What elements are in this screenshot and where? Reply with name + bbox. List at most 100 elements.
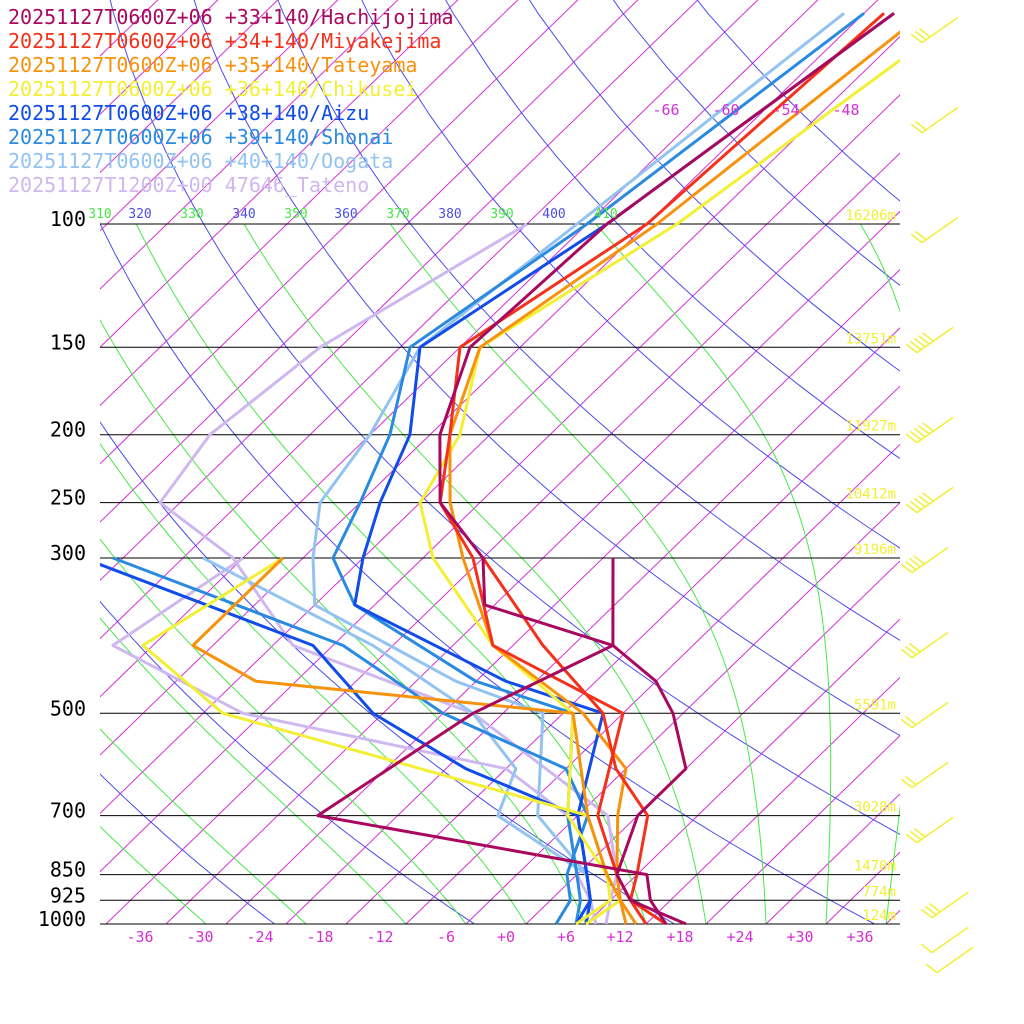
wind-barb-flag bbox=[910, 33, 923, 44]
pressure-tick-label: 850 bbox=[50, 858, 86, 882]
wind-barb-shaft bbox=[921, 216, 959, 244]
legend-entry: 20251127T1200Z+00 47646_Tateno bbox=[8, 173, 369, 197]
wind-barb-flag bbox=[904, 715, 917, 726]
wind-barb bbox=[900, 631, 949, 659]
theta-label: 350 bbox=[284, 207, 307, 222]
dewpoint-profile-line bbox=[100, 562, 592, 925]
wind-barb bbox=[910, 16, 959, 44]
theta-label: 310 bbox=[88, 207, 111, 222]
wind-barb-flag bbox=[924, 905, 937, 916]
wind-barb bbox=[905, 816, 954, 844]
theta-label: 360 bbox=[334, 207, 357, 222]
dewpoint-profile-line bbox=[316, 557, 668, 925]
wind-barb bbox=[910, 216, 959, 244]
pressure-tick-label: 200 bbox=[50, 418, 86, 442]
wind-barbs bbox=[900, 16, 974, 974]
sounding-profiles bbox=[100, 12, 900, 925]
wind-barb-flag bbox=[909, 340, 922, 351]
height-label: 1470m bbox=[854, 859, 896, 875]
height-label: 13751m bbox=[845, 331, 896, 347]
isotherm-line bbox=[645, 676, 900, 925]
upper-temperature-label: -48 bbox=[832, 101, 859, 119]
legend-entry: 20251127T0600Z+06 +39+140/Shonai bbox=[8, 125, 393, 149]
wind-barb bbox=[920, 926, 969, 954]
isotherm-line bbox=[100, 0, 339, 232]
isotherm-line bbox=[765, 793, 900, 925]
wind-barb-flag bbox=[925, 963, 938, 974]
wind-barb-shaft bbox=[931, 891, 969, 919]
pressure-tick-label: 700 bbox=[50, 799, 86, 823]
isotherm-line bbox=[885, 909, 900, 925]
wind-barb-flag bbox=[905, 343, 918, 354]
dry-adiabat-line bbox=[100, 773, 275, 925]
temperature-profile-line bbox=[418, 58, 900, 925]
theta-label: 330 bbox=[180, 207, 203, 222]
moist-adiabat-line bbox=[595, 223, 832, 925]
wind-barb-shaft bbox=[916, 486, 954, 514]
dewpoint-profile-line bbox=[191, 556, 628, 925]
axis-labels: 100 16206m 150 13751m 200 11927m 250 10412m 300 9… bbox=[38, 101, 896, 946]
temperature-tick-label: +24 bbox=[726, 928, 753, 946]
legend-entry: 20251127T0600Z+06 +40+140/Oogata bbox=[8, 149, 393, 173]
height-label: 5591m bbox=[854, 697, 896, 713]
moist-adiabat-grid bbox=[100, 223, 900, 925]
isotherm-line bbox=[100, 0, 459, 348]
wind-barb-shaft bbox=[911, 761, 949, 789]
wind-barb-shaft bbox=[916, 326, 954, 354]
isotherm-line bbox=[100, 0, 519, 407]
wind-barb-flag bbox=[904, 645, 917, 656]
pressure-tick-label: 1000 bbox=[38, 907, 86, 931]
wind-barb-shaft bbox=[911, 701, 949, 729]
wind-barb-flag bbox=[913, 427, 926, 438]
wind-barb bbox=[905, 416, 954, 444]
wind-barb-flag bbox=[918, 495, 930, 505]
temperature-profile-line bbox=[158, 222, 619, 925]
theta-label: 340 bbox=[232, 207, 255, 222]
pressure-tick-label: 100 bbox=[50, 207, 86, 231]
theta-label: 380 bbox=[438, 207, 461, 222]
temperature-tick-label: -12 bbox=[366, 928, 393, 946]
moist-adiabat-line bbox=[100, 825, 207, 925]
temperature-tick-label: -18 bbox=[306, 928, 333, 946]
wind-barb-flag bbox=[904, 560, 917, 571]
wind-barb-flag bbox=[909, 500, 922, 511]
isotherm-line bbox=[705, 734, 900, 925]
wind-barb-flag bbox=[909, 830, 922, 841]
height-label: 11927m bbox=[845, 419, 896, 435]
wind-barb-shaft bbox=[911, 546, 949, 574]
dewpoint-profile-line bbox=[111, 556, 598, 925]
wind-barb-flag bbox=[920, 908, 933, 919]
wind-barb-flag bbox=[914, 30, 927, 41]
wind-barb bbox=[905, 486, 954, 514]
wind-barb-flag bbox=[905, 833, 918, 844]
upper-temperature-label: -54 bbox=[772, 101, 799, 119]
wind-barb-flag bbox=[914, 230, 927, 241]
height-label: 3028m bbox=[854, 800, 896, 816]
legend: 20251127T0600Z+06 +33+140/Hachijojima 202… bbox=[8, 5, 454, 197]
wind-barb bbox=[910, 106, 959, 134]
pressure-tick-label: 250 bbox=[50, 486, 86, 510]
wind-barb-shaft bbox=[931, 926, 969, 954]
wind-barb-shaft bbox=[936, 946, 974, 974]
wind-barb-flag bbox=[900, 718, 913, 729]
wind-barb bbox=[920, 891, 969, 919]
wind-barb-flag bbox=[908, 557, 921, 568]
wind-barb-flag bbox=[904, 775, 917, 786]
temperature-profile-line bbox=[448, 30, 900, 925]
temperature-tick-label: +18 bbox=[666, 928, 693, 946]
dry-adiabat-line bbox=[100, 600, 475, 925]
wind-barb-flag bbox=[909, 430, 922, 441]
temperature-tick-label: +36 bbox=[846, 928, 873, 946]
wind-barb-flag bbox=[900, 778, 913, 789]
wind-barb-flag bbox=[922, 332, 934, 342]
wind-barb bbox=[900, 701, 949, 729]
legend-entry: 20251127T0600Z+06 +35+140/Tateyama bbox=[8, 53, 417, 77]
legend-entry: 20251127T0600Z+06 +33+140/Hachijojima bbox=[8, 5, 454, 29]
wind-barb-flag bbox=[913, 555, 925, 565]
wind-barb-flag bbox=[900, 563, 913, 574]
wind-barb-flag bbox=[913, 827, 926, 838]
wind-barb bbox=[905, 326, 954, 354]
wind-barb-flag bbox=[910, 233, 923, 244]
dewpoint-profile-line bbox=[481, 557, 650, 925]
